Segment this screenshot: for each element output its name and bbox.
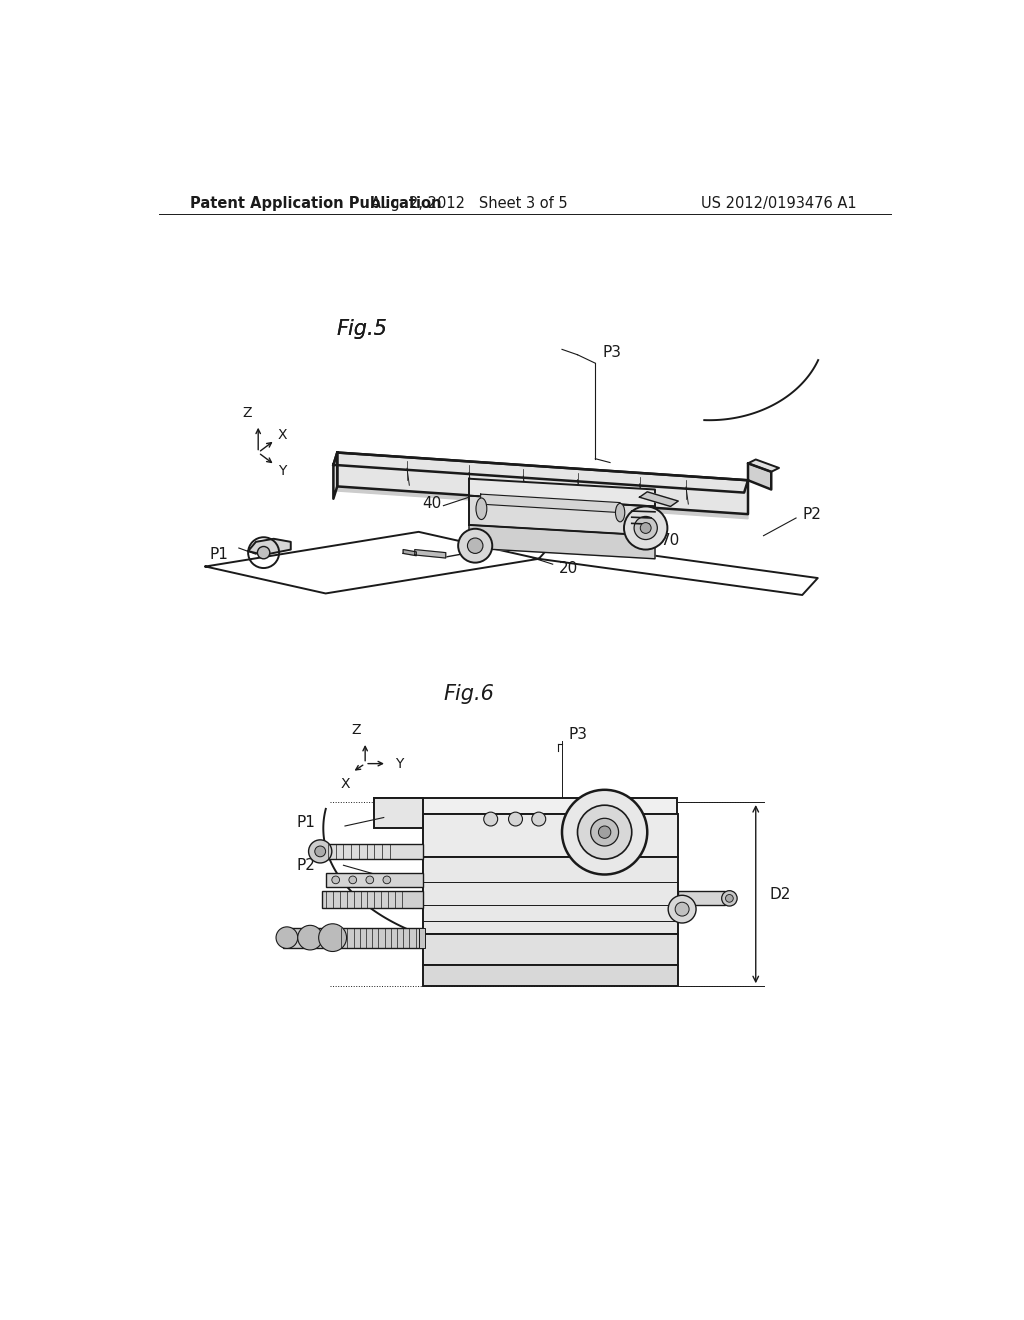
Circle shape [640, 523, 651, 533]
Text: Aug. 2, 2012   Sheet 3 of 5: Aug. 2, 2012 Sheet 3 of 5 [371, 195, 567, 211]
Text: Y: Y [395, 756, 403, 771]
Polygon shape [469, 525, 655, 558]
Bar [423, 965, 678, 986]
Circle shape [509, 812, 522, 826]
Text: US 2012/0193476 A1: US 2012/0193476 A1 [700, 195, 856, 211]
Circle shape [257, 546, 270, 558]
Circle shape [318, 924, 346, 952]
Circle shape [366, 876, 374, 884]
Polygon shape [403, 549, 417, 556]
Circle shape [332, 876, 340, 884]
Circle shape [467, 539, 483, 553]
Text: Z: Z [351, 723, 360, 738]
Circle shape [458, 529, 493, 562]
Polygon shape [337, 453, 748, 515]
Text: 70: 70 [662, 533, 681, 548]
Bar [322, 891, 423, 908]
Circle shape [349, 876, 356, 884]
Bar [423, 857, 678, 933]
Text: 20: 20 [559, 561, 579, 576]
Text: P3: P3 [568, 727, 587, 742]
Ellipse shape [615, 503, 625, 521]
Circle shape [276, 927, 298, 948]
Polygon shape [480, 494, 621, 512]
Circle shape [669, 895, 696, 923]
Bar [423, 814, 678, 857]
Text: D2: D2 [770, 887, 792, 902]
Polygon shape [539, 543, 818, 595]
Circle shape [578, 805, 632, 859]
Circle shape [383, 876, 391, 884]
Text: P1: P1 [297, 814, 315, 830]
Polygon shape [748, 463, 771, 490]
Circle shape [298, 925, 323, 950]
Circle shape [726, 895, 733, 903]
Circle shape [531, 812, 546, 826]
Text: Patent Application Publication: Patent Application Publication [190, 195, 441, 211]
Bar [283, 928, 423, 948]
Text: Fig.6: Fig.6 [443, 684, 495, 704]
Circle shape [562, 789, 647, 874]
Circle shape [314, 846, 326, 857]
Text: Z: Z [243, 407, 252, 420]
Circle shape [308, 840, 332, 863]
Bar [419, 928, 425, 948]
Polygon shape [469, 496, 655, 536]
Bar [423, 933, 678, 965]
Text: X: X [278, 429, 287, 442]
Circle shape [483, 812, 498, 826]
Polygon shape [206, 532, 539, 594]
Text: Y: Y [279, 465, 287, 478]
Bar [326, 873, 423, 887]
Text: 40: 40 [423, 496, 442, 511]
Polygon shape [248, 539, 291, 554]
Text: Fig.5: Fig.5 [337, 319, 387, 339]
Circle shape [624, 507, 668, 549]
Bar [375, 797, 423, 829]
Circle shape [598, 826, 611, 838]
Circle shape [591, 818, 618, 846]
Polygon shape [334, 453, 748, 492]
Text: Fig.5: Fig.5 [337, 319, 387, 339]
Text: X: X [340, 777, 349, 791]
Bar [375, 797, 677, 814]
Ellipse shape [476, 498, 486, 520]
Polygon shape [748, 459, 779, 471]
Circle shape [722, 891, 737, 906]
Polygon shape [640, 492, 678, 507]
Polygon shape [469, 479, 655, 507]
Text: P2: P2 [297, 858, 315, 873]
Text: P3: P3 [602, 345, 622, 360]
Circle shape [675, 903, 689, 916]
Text: P2: P2 [802, 507, 821, 521]
Text: P1: P1 [210, 548, 228, 562]
Polygon shape [415, 549, 445, 558]
Bar [678, 891, 725, 906]
Polygon shape [337, 487, 748, 519]
Circle shape [634, 516, 657, 540]
Polygon shape [334, 453, 337, 499]
Bar [326, 843, 423, 859]
